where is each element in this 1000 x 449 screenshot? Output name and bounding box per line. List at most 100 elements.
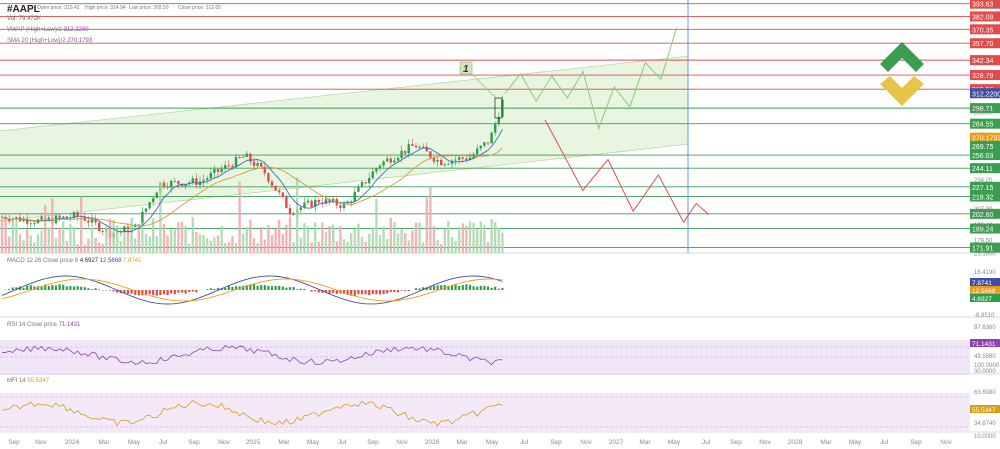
price-scale-label-1: 207.90 [974,207,993,213]
price-scale-label-5: 295.80 [974,110,993,116]
volume-bar-38 [137,226,140,253]
low-price-label: Low price: 309.50 [129,5,169,11]
macd-value-tag-0 [970,278,1000,286]
candle-body-85 [306,200,310,203]
volume-bar-16 [58,227,61,253]
vwap-price-tag-label: 312.2200 [972,91,1000,98]
candle-body-74 [267,173,270,182]
macd-histogram-bar-130 [468,284,472,290]
time-axis-tick-9: Mar [278,439,290,446]
rsi-scale-label-3: 30.0000 [974,369,996,375]
rsi-legend: RSI 14 Close price 71.1431 [7,322,80,328]
candle-body-91 [328,198,331,202]
macd-histogram-bar-84 [303,288,306,290]
macd-histogram-bar-13 [47,285,50,290]
candle-body-66 [238,156,241,158]
symbol-title: #AAPL [7,4,40,15]
candle-body-53 [191,178,194,183]
support-level-tag-label-0: 298.71 [972,106,994,113]
macd-histogram-bar-65 [234,286,238,290]
volume-bar-85 [306,226,310,253]
macd-histogram-bar-125 [450,285,454,290]
volume-bar-51 [184,225,187,253]
macd-histogram-bar-57 [206,289,209,290]
candle-body-118 [425,146,428,152]
candle-body-123 [443,164,446,166]
candle-body-48 [173,180,176,182]
support-level-tag-label-7: 189.24 [972,227,994,234]
candle-body-39 [141,211,144,225]
volume-bar-19 [69,224,72,253]
time-axis-tick-3: Mar [98,439,110,446]
trend-channel [0,56,688,222]
rsi-scale-label-2: 100.0000 [974,363,1000,369]
mfi-scale-label-0: 63.6080 [974,390,996,396]
candle-body-56 [202,179,205,182]
volume-bar-13 [47,227,50,253]
brand-logo [880,42,924,106]
macd-line [1,275,503,305]
macd-value-tag-label-2: 4.6927 [972,296,992,303]
time-axis-tick-24: Sep [730,439,742,446]
macd-histogram-bar-116 [418,288,421,290]
time-axis-tick-8: 2025 [246,439,261,446]
support-tag-extra [970,140,1000,151]
candle-body-116 [418,147,421,148]
volume-bar-126 [454,241,457,253]
time-axis-tick-19: Nov [580,439,592,446]
time-axis-tick-23: Jul [702,439,711,446]
volume-bar-59 [213,237,216,253]
volume-bar-106 [382,226,385,253]
macd-histogram-bar-136 [490,287,493,290]
forecast-path-bearish [544,119,710,224]
macd-histogram-bar-48 [173,290,176,295]
candle-body-42 [152,198,155,203]
macd-histogram-bar-73 [263,285,266,290]
volume-bar-104 [375,198,378,253]
volume-bar-64 [231,235,234,253]
candle-body-112 [404,150,407,154]
volume-bar-26 [94,237,97,253]
volume-bar-36 [130,217,133,253]
volume-bar-97 [350,232,353,253]
volume-bar-0 [0,217,4,253]
price-scale-label-3: 179.50 [974,238,993,244]
macd-histogram-bar-91 [328,290,331,294]
candle-body-121 [436,159,439,162]
candle-body-33 [119,231,122,233]
volume-bar-134 [483,225,486,253]
volume-bar-111 [400,228,403,253]
volume-label: Vol: 79.472K [7,16,42,22]
time-axis-tick-13: Nov [396,439,408,446]
sma-line [1,147,503,227]
macd-legend-value-1: 4.6927 [79,258,99,264]
macd-histogram-bar-22 [80,286,83,290]
macd-histogram-bar-44 [159,290,162,295]
macd-legend-title: MACD 12 26 Close price 9 [7,258,79,264]
support-level-tag-label-3: 244.11 [972,166,993,173]
macd-value-tag-1 [970,286,1000,294]
support-level-tag-7 [970,223,1000,234]
support-tag-extra-label: 269.75 [972,144,994,151]
candle-body-2 [8,219,11,222]
volume-bar-130 [468,221,472,253]
open-price-label: Open price: 310.42 [37,5,80,11]
mfi-line [1,400,503,427]
volume-bar-39 [141,222,144,253]
support-level-tag-label-1: 284.55 [972,122,994,129]
macd-histogram-bar-106 [382,290,385,295]
volume-bar-73 [263,239,266,253]
volume-bar-42 [152,218,155,253]
mfi-legend-title: MFI 14 [7,378,26,384]
macd-histogram-bar-108 [389,290,392,292]
macd-histogram-bar-70 [252,284,256,290]
volume-bar-90 [324,231,328,253]
macd-histogram-bar-23 [83,287,86,290]
candle-body-122 [440,159,443,166]
candle-body-81 [292,214,295,215]
time-axis-tick-22: May [668,439,681,446]
macd-value-tag-2 [970,294,1000,302]
candle-body-70 [252,161,256,166]
time-axis-tick-5: Jul [159,439,168,446]
